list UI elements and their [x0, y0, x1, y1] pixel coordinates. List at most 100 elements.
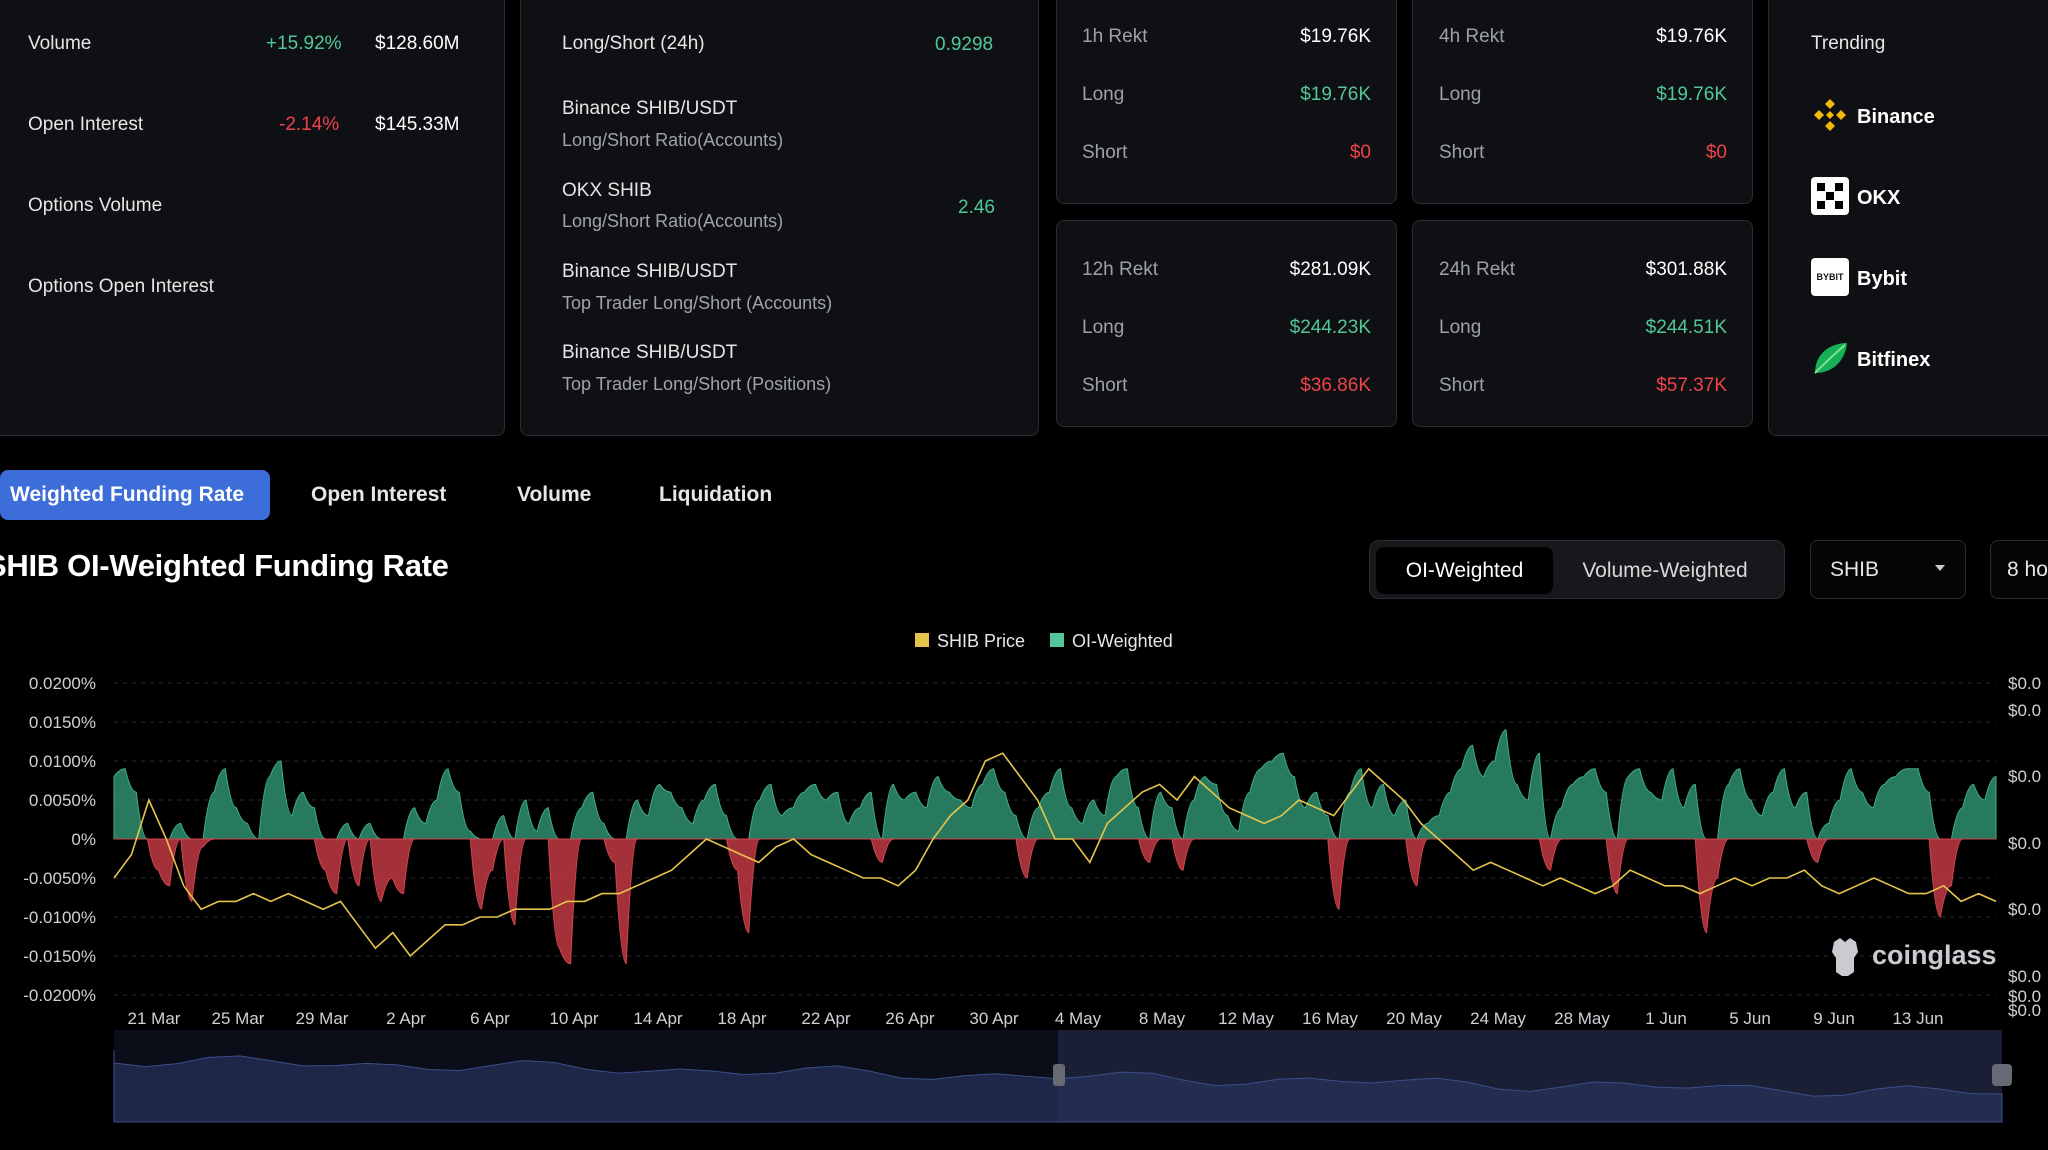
y-left-tick-label: 0.0200%: [29, 674, 96, 693]
chart-title: SHIB OI-Weighted Funding Rate: [0, 548, 449, 583]
tab-weighted-funding-rate[interactable]: Weighted Funding Rate: [0, 470, 271, 520]
x-tick-label: 14 Apr: [633, 1009, 682, 1028]
watermark-text: coinglass: [1872, 940, 1997, 970]
y-right-tick-label: $0.0: [2008, 701, 2041, 720]
rekt-1h-long-label: Long: [1082, 84, 1125, 105]
okx-accounts-subtitle: Long/Short Ratio(Accounts): [562, 211, 784, 231]
x-tick-label: 16 May: [1302, 1009, 1358, 1028]
tab-volume[interactable]: Volume: [517, 483, 592, 506]
binance-accounts-title[interactable]: Binance SHIB/USDT: [562, 98, 738, 119]
rekt-12h-title: 12h Rekt: [1082, 259, 1159, 280]
rekt-24h-long-label: Long: [1439, 317, 1482, 338]
rekt-12h-short: $36.86K: [1300, 375, 1371, 396]
binance-accounts-subtitle: Long/Short Ratio(Accounts): [562, 130, 784, 150]
trending-bitfinex[interactable]: Bitfinex: [1811, 339, 2011, 383]
trending-bitfinex-name: Bitfinex: [1857, 349, 1931, 371]
options-volume-label: Options Volume: [28, 195, 163, 216]
binance-top-positions-title[interactable]: Binance SHIB/USDT: [562, 342, 738, 363]
volume-weighted-option[interactable]: Volume-Weighted: [1582, 559, 1748, 582]
x-tick-label: 26 Apr: [885, 1009, 934, 1028]
x-tick-label: 18 Apr: [717, 1009, 766, 1028]
navigator-track: [114, 1030, 2002, 1122]
y-left-tick-label: -0.0150%: [23, 947, 96, 966]
x-tick-label: 6 Apr: [470, 1009, 510, 1028]
oi-weighted-positive-area: [113, 729, 1997, 840]
rekt-12h-total: $281.09K: [1289, 259, 1371, 280]
coinglass-logo-icon: [1832, 938, 1858, 976]
rekt-1h-card: 1h Rekt $19.76K Long $19.76K Short $0: [1056, 0, 1397, 204]
trending-binance-name: Binance: [1857, 106, 1935, 128]
long-short-24h-label: Long/Short (24h): [562, 33, 705, 54]
coin-select-value: SHIB: [1830, 558, 1880, 581]
x-tick-label: 1 Jun: [1645, 1009, 1687, 1028]
y-left-tick-label: 0%: [71, 830, 96, 849]
volume-value: $128.60M: [375, 33, 460, 54]
legend-price-swatch: [915, 633, 929, 647]
rekt-24h-short: $57.37K: [1656, 375, 1727, 396]
okx-icon: [1811, 177, 1849, 215]
trending-title: Trending: [1811, 33, 1886, 54]
volume-label: Volume: [28, 33, 92, 54]
rekt-4h-short-label: Short: [1439, 142, 1485, 163]
legend-oi-label: OI-Weighted: [1072, 631, 1173, 651]
x-tick-label: 13 Jun: [1892, 1009, 1943, 1028]
x-tick-label: 20 May: [1386, 1009, 1442, 1028]
x-tick-label: 5 Jun: [1729, 1009, 1771, 1028]
rekt-4h-total: $19.76K: [1656, 26, 1727, 47]
open-interest-change: -2.14%: [279, 114, 340, 135]
tab-liquidation[interactable]: Liquidation: [659, 483, 773, 506]
oi-weighted-option[interactable]: OI-Weighted: [1376, 547, 1553, 594]
x-tick-label: 24 May: [1470, 1009, 1526, 1028]
x-tick-label: 4 May: [1055, 1009, 1102, 1028]
rekt-24h-title: 24h Rekt: [1439, 259, 1516, 280]
tab-open-interest[interactable]: Open Interest: [311, 483, 447, 506]
x-tick-label: 25 Mar: [212, 1009, 265, 1028]
chart-legend: SHIB Price OI-Weighted: [915, 631, 1173, 651]
chevron-down-icon: [1935, 565, 1945, 571]
rekt-24h-long: $244.51K: [1645, 317, 1727, 338]
interval-select[interactable]: 8 ho: [1990, 540, 2048, 599]
okx-accounts-title[interactable]: OKX SHIB: [562, 180, 652, 201]
rekt-1h-total: $19.76K: [1300, 26, 1371, 47]
rekt-1h-long: $19.76K: [1300, 84, 1371, 105]
trending-okx[interactable]: OKX: [1811, 177, 2011, 221]
rekt-4h-long-label: Long: [1439, 84, 1482, 105]
shib-price-line: [113, 752, 1997, 958]
y-right-tick-label: $0.0: [2008, 900, 2041, 919]
binance-icon: [1814, 99, 1846, 131]
navigator-selected-range: [1058, 1030, 2002, 1122]
trending-card: Trending Binance OKX BYBIT: [1768, 0, 2048, 436]
binance-top-accounts-title[interactable]: Binance SHIB/USDT: [562, 261, 738, 282]
binance-top-positions-subtitle: Top Trader Long/Short (Positions): [562, 374, 832, 394]
coin-select[interactable]: SHIB: [1810, 540, 1966, 599]
rekt-4h-card: 4h Rekt $19.76K Long $19.76K Short $0: [1412, 0, 1753, 204]
y-right-tick-label: $0.0: [2008, 767, 2041, 786]
x-tick-label: 2 Apr: [386, 1009, 426, 1028]
navigator-area: [113, 1050, 2003, 1123]
x-tick-label: 22 Apr: [801, 1009, 850, 1028]
bybit-logo-text: BYBIT: [1816, 272, 1844, 282]
legend-oi-swatch: [1050, 633, 1064, 647]
x-tick-label: 29 Mar: [296, 1009, 349, 1028]
rekt-24h-card: 24h Rekt $301.88K Long $244.51K Short $5…: [1412, 220, 1753, 427]
rekt-4h-title: 4h Rekt: [1439, 26, 1505, 47]
rekt-1h-title: 1h Rekt: [1082, 26, 1148, 47]
rekt-12h-short-label: Short: [1082, 375, 1128, 396]
options-open-interest-label: Options Open Interest: [28, 276, 214, 297]
trending-bybit-name: Bybit: [1857, 268, 1907, 290]
rekt-24h-total: $301.88K: [1645, 259, 1727, 280]
market-stats-card: Volume +15.92% $128.60M Open Interest -2…: [0, 0, 505, 436]
rekt-1h-short: $0: [1349, 142, 1371, 163]
trending-bybit[interactable]: BYBIT Bybit: [1811, 258, 2011, 302]
trending-binance[interactable]: Binance: [1811, 96, 2011, 140]
oi-weighted-negative-area: [114, 838, 1996, 965]
weighting-toggle: OI-Weighted Volume-Weighted: [1369, 540, 1785, 599]
rekt-4h-short: $0: [1705, 142, 1727, 163]
rekt-12h-card: 12h Rekt $281.09K Long $244.23K Short $3…: [1056, 220, 1397, 427]
y-right-tick-label: $0.0: [2008, 987, 2041, 1006]
okx-accounts-value: 2.46: [958, 197, 995, 218]
x-tick-label: 30 Apr: [969, 1009, 1018, 1028]
navigator-left-handle: [1053, 1064, 1065, 1086]
open-interest-label: Open Interest: [28, 114, 144, 135]
bitfinex-icon: [1814, 343, 1847, 374]
